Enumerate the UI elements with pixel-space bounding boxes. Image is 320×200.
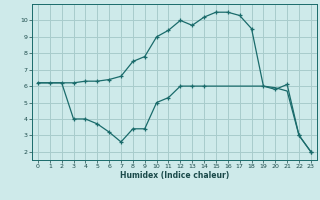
X-axis label: Humidex (Indice chaleur): Humidex (Indice chaleur) [120,171,229,180]
